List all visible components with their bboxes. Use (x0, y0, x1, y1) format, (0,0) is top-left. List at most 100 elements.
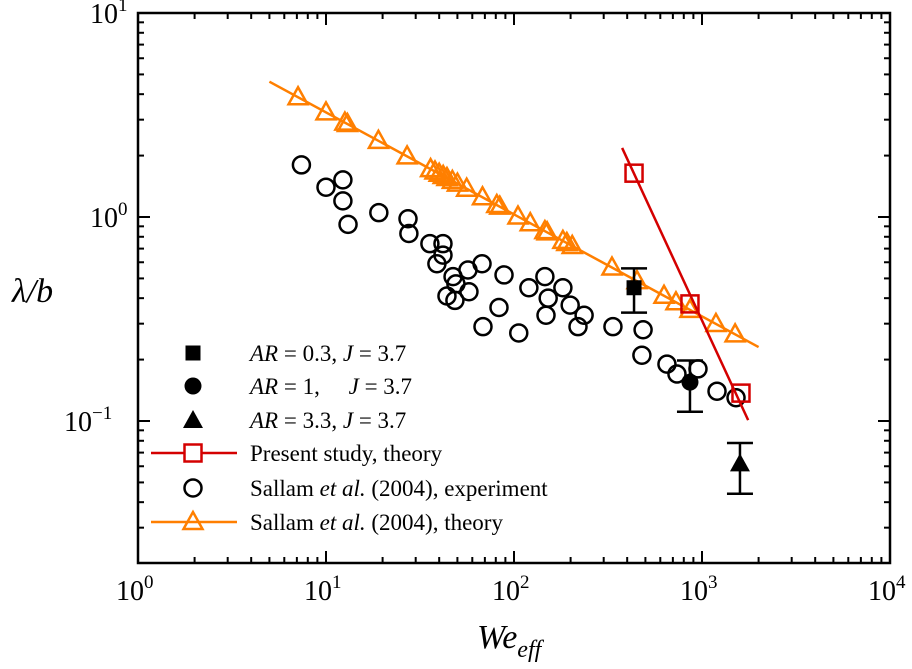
x-tick-label: 101 (304, 572, 342, 607)
y-tick-label: 101 (90, 0, 128, 30)
sallam-theory-point (335, 111, 360, 133)
legend-label: AR = 0.3, J = 3.7 (248, 341, 406, 366)
sallam-experiment-point (338, 214, 358, 235)
legend-marker (183, 478, 203, 498)
present-study-line (621, 147, 750, 421)
legend-label-part: AR (248, 374, 278, 399)
plot-frame (136, 11, 892, 565)
sallam-experiment-point (560, 295, 580, 315)
x-tick-label-base: 10 (492, 576, 520, 607)
x-tick-label-base: 10 (304, 576, 332, 607)
x-axis-label-main: We (477, 619, 517, 656)
legend-marker (185, 345, 201, 361)
x-tick-label: 103 (680, 572, 718, 607)
data-marks (268, 80, 760, 495)
sallam-theory-point (286, 84, 310, 106)
sallam-theory-point (518, 210, 542, 232)
sallam-theory-point (723, 321, 747, 343)
measured-point (729, 453, 750, 472)
sallam-theory-point (366, 128, 391, 150)
y-tick-label: 100 (90, 199, 128, 234)
sallam-experiment-point (473, 316, 493, 337)
x-tick-label-exponent: 4 (896, 572, 906, 593)
sallam-experiment-point (472, 253, 492, 274)
legend-item: Sallam et al. (2004), theory (151, 509, 504, 535)
legend-label-part: (2004), theory (366, 510, 504, 535)
measured-point (626, 280, 642, 296)
sallam-experiment-point (707, 381, 727, 401)
legend-item: AR = 1, J = 3.7 (184, 374, 412, 399)
sallam-theory-point (314, 99, 338, 121)
sallam-theory-point (333, 110, 357, 131)
legend-marker (184, 377, 202, 395)
legend-label-part: Present study, theory (250, 441, 443, 466)
sallam-experiment-point (726, 388, 746, 408)
legend-item: AR = 3.3, J = 3.7 (183, 408, 406, 433)
present-study-point (624, 163, 644, 183)
sallam-experiment-point (445, 290, 465, 311)
x-tick-label-exponent: 2 (520, 572, 530, 593)
sallam-experiment-point (568, 316, 588, 337)
x-tick-label-exponent: 3 (708, 572, 718, 593)
x-tick-label: 102 (492, 572, 530, 607)
y-tick-label-base: 10 (90, 203, 118, 234)
y-tick-label: 10−1 (64, 403, 112, 438)
sallam-theory-point (418, 156, 443, 178)
sallam-experiment-point (369, 202, 389, 223)
legend-label-part: = 3.7 (353, 408, 406, 433)
legend-marker (183, 443, 203, 463)
sallam-theory-point (600, 254, 624, 276)
y-tick-label-base: 10 (64, 407, 92, 438)
x-tick-label-exponent: 0 (144, 572, 154, 593)
sallam-theory-point (445, 171, 470, 192)
sallam-theory-point (535, 219, 559, 241)
legend-label-part: = 0.3, (278, 341, 343, 366)
sallam-experiment-point (667, 364, 687, 384)
sallam-experiment-point (657, 354, 677, 374)
sallam-experiment-point (427, 253, 447, 274)
legend-label-part: J (349, 374, 361, 399)
sallam-experiment-point (519, 277, 539, 298)
x-tick-label: 104 (868, 572, 906, 607)
legend-label-part: et al. (320, 476, 366, 501)
legend-label-part: (2004), experiment (366, 476, 549, 501)
y-tick-label-exponent: 0 (118, 199, 128, 220)
sallam-experiment-point (398, 209, 418, 229)
sallam-experiment-point (535, 266, 555, 287)
legend-label-part: = 1, (278, 374, 348, 399)
legend-label: AR = 1, J = 3.7 (248, 374, 412, 399)
x-tick-label: 100 (116, 572, 154, 607)
legend-marker (183, 410, 203, 428)
sallam-experiment-point (494, 265, 514, 285)
legend: AR = 0.3, J = 3.7AR = 1, J = 3.7AR = 3.3… (151, 341, 548, 535)
sallam-experiment-point (333, 191, 353, 211)
x-axis-label-sub: eff (517, 637, 544, 663)
sallam-theory-point (470, 184, 495, 206)
legend-item: Sallam et al. (2004), experiment (183, 476, 549, 501)
legend-label-part: = 3.7 (353, 341, 406, 366)
y-tick-label-exponent: 1 (118, 0, 128, 16)
y-axis-label: λ/b (11, 273, 53, 310)
x-tick-label-base: 10 (116, 576, 144, 607)
x-tick-label-base: 10 (680, 576, 708, 607)
present-study-point (731, 383, 751, 403)
sallam-theory-point (488, 194, 512, 215)
legend-item: Present study, theory (151, 441, 443, 466)
sallam-experiment-point (632, 345, 652, 366)
sallam-theory-point (560, 233, 584, 255)
sallam-theory-point (431, 163, 455, 185)
legend-label-part: = 3.7 (359, 374, 412, 399)
sallam-experiment-point (459, 282, 479, 302)
legend-label: Present study, theory (250, 441, 443, 466)
sallam-theory-point (395, 143, 419, 165)
sallam-theory-point (652, 283, 676, 305)
sallam-experiment-point (509, 323, 529, 343)
sallam-theory-point (551, 228, 575, 250)
sallam-experiment-point (603, 316, 623, 337)
sallam-experiment-point (420, 233, 440, 254)
legend-label-part: Sallam (250, 510, 320, 535)
legend-item: AR = 0.3, J = 3.7 (185, 341, 406, 366)
legend-label: AR = 3.3, J = 3.7 (248, 408, 406, 433)
